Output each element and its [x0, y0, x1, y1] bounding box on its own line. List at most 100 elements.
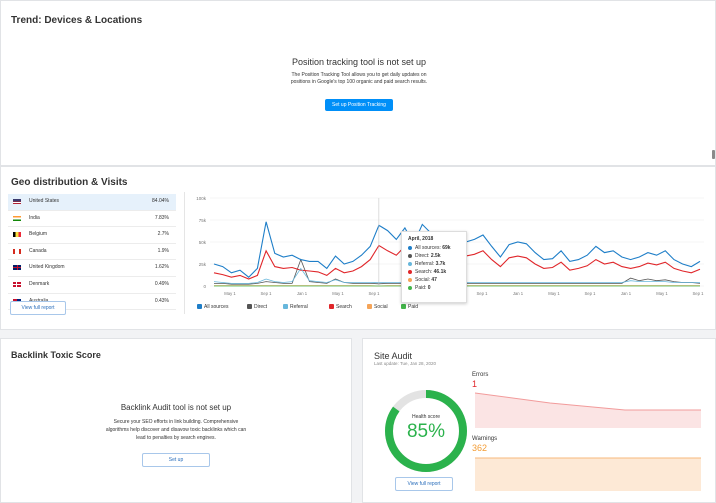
trend-empty-state: Position tracking tool is not set up The… — [259, 57, 459, 111]
geo-percent: 7.83% — [154, 214, 169, 221]
tooltip-label: Referral: — [415, 261, 436, 267]
flag-uk-icon — [13, 265, 21, 271]
site-audit-card: Site Audit Last update: Tue, Jan 28, 202… — [362, 338, 716, 503]
x-tick-label: Sep 1 — [261, 291, 273, 296]
chart-tooltip: April, 2018 All sources: 69k Direct: 2.5k… — [401, 231, 467, 303]
geo-row[interactable]: Belgium 2.7% — [8, 227, 176, 244]
y-tick-label: 100k — [196, 196, 207, 201]
geo-card: Geo distribution & Visits — [0, 166, 716, 330]
legend-label: Paid — [408, 304, 419, 310]
legend-item[interactable]: Social — [367, 303, 388, 311]
flag-us-icon — [13, 199, 21, 204]
legend-checkbox[interactable] — [197, 304, 202, 310]
x-tick-label: Jan 1 — [621, 291, 632, 296]
x-tick-label: Sep 1 — [693, 291, 705, 296]
legend-label: Referral — [290, 304, 308, 310]
geo-percent: 1.9% — [157, 247, 169, 254]
x-tick-label: May 1 — [548, 291, 560, 296]
backlink-empty-line1: Secure your SEO efforts in link building… — [113, 419, 239, 425]
geo-country: Denmark — [29, 280, 50, 287]
flag-ca-icon — [13, 248, 21, 254]
trend-empty-line2: positions in Google's top 100 organic an… — [290, 79, 428, 85]
legend-checkbox[interactable] — [401, 304, 406, 310]
trend-empty-line1: The Position Tracking Tool allows you to… — [291, 72, 427, 78]
flag-be-icon — [13, 232, 21, 238]
legend-checkbox[interactable] — [247, 304, 252, 310]
geo-percent: 0.43% — [154, 297, 169, 304]
y-tick-label: 75k — [199, 218, 207, 223]
geo-country: United States — [29, 198, 60, 204]
errors-value: 1 — [472, 379, 478, 389]
legend-checkbox[interactable] — [329, 304, 334, 310]
site-audit-title: Site Audit — [374, 351, 413, 361]
tooltip-value: 69k — [442, 245, 451, 251]
warnings-label: Warnings — [472, 436, 498, 442]
backlink-card: Backlink Toxic Score Backlink Audit tool… — [0, 338, 352, 503]
errors-area-chart — [475, 392, 701, 428]
backlink-empty-line3: lead to penalties by search engines. — [136, 435, 216, 441]
tooltip-dot — [408, 253, 412, 258]
geo-row[interactable]: United Kingdom 1.62% — [8, 260, 176, 277]
legend-item[interactable]: All sources — [197, 303, 228, 311]
x-tick-label: May 1 — [656, 291, 668, 296]
tooltip-value: 0 — [427, 285, 431, 291]
backlink-empty-state: Backlink Audit tool is not set up Secure… — [81, 403, 271, 467]
tooltip-row: Paid: 0 — [408, 284, 460, 292]
warnings-value: 362 — [472, 443, 488, 453]
geo-row[interactable]: United States 84.04% — [8, 194, 176, 211]
tooltip-row: All sources: 69k — [408, 244, 460, 252]
x-tick-label: Sep 1 — [369, 291, 381, 296]
errors-label: Errors — [472, 372, 489, 378]
trend-empty-title: Position tracking tool is not set up — [291, 57, 427, 67]
geo-percent: 84.04% — [152, 198, 169, 204]
geo-table: United States 84.04% India 7.83% Belgium 2.7%… — [8, 194, 176, 311]
backlink-empty-line2: algorithms help discover and disavow tox… — [105, 427, 247, 433]
geo-country: Canada — [29, 247, 47, 254]
site-audit-view-full-report-button[interactable]: View full report — [395, 477, 453, 491]
geo-divider — [184, 192, 185, 314]
geo-row[interactable]: India 7.83% — [8, 211, 176, 228]
geo-row[interactable]: Canada 1.9% — [8, 244, 176, 261]
tooltip-row: Social: 47 — [408, 276, 460, 284]
geo-percent: 1.62% — [154, 264, 169, 271]
x-tick-label: Jan 1 — [297, 291, 308, 296]
trend-card: Trend: Devices & Locations Position trac… — [0, 0, 716, 166]
geo-percent: 2.7% — [157, 231, 169, 238]
setup-position-tracking-button[interactable]: Set up Position Tracking — [325, 99, 393, 111]
tooltip-value: 46.1k — [433, 269, 447, 275]
legend-label: Direct — [254, 304, 268, 310]
legend-checkbox[interactable] — [367, 304, 372, 310]
page-scrollbar[interactable] — [712, 150, 715, 159]
geo-country: India — [29, 214, 40, 221]
y-tick-label: 25k — [199, 262, 207, 267]
legend-checkbox[interactable] — [283, 304, 288, 310]
tooltip-dot — [408, 245, 412, 250]
tooltip-date: April, 2018 — [408, 236, 434, 242]
backlink-card-title: Backlink Toxic Score — [11, 350, 101, 360]
tooltip-label: Paid: — [415, 285, 428, 291]
legend-item[interactable]: Referral — [283, 303, 308, 311]
backlink-setup-button[interactable]: Set up — [142, 453, 210, 467]
health-score-label: Health score — [411, 414, 441, 420]
geo-percent: 0.49% — [154, 280, 169, 287]
tooltip-value: 47 — [431, 277, 437, 283]
geo-row[interactable]: Denmark 0.49% — [8, 277, 176, 294]
tooltip-label: All sources: — [415, 245, 443, 251]
legend-item[interactable]: Search — [329, 303, 352, 311]
geo-view-full-report-button[interactable]: View full report — [10, 301, 66, 315]
tooltip-value: 3.7k — [435, 261, 446, 267]
flag-in-icon — [13, 215, 21, 221]
geo-country: United Kingdom — [29, 264, 65, 271]
warnings-area — [475, 458, 701, 491]
tooltip-dot — [408, 261, 412, 266]
backlink-empty-text: Secure your SEO efforts in link building… — [81, 418, 271, 442]
geo-card-title: Geo distribution & Visits — [11, 177, 128, 188]
x-tick-label: Jan 1 — [513, 291, 524, 296]
tooltip-dot — [408, 277, 412, 282]
trend-empty-text: The Position Tracking Tool allows you to… — [259, 72, 459, 86]
health-score-gauge — [385, 390, 467, 472]
legend-item[interactable]: Direct — [247, 303, 267, 311]
tooltip-label: Direct: — [415, 253, 431, 259]
health-score-value: 85% — [406, 421, 446, 442]
legend-item[interactable]: Paid — [401, 303, 418, 311]
